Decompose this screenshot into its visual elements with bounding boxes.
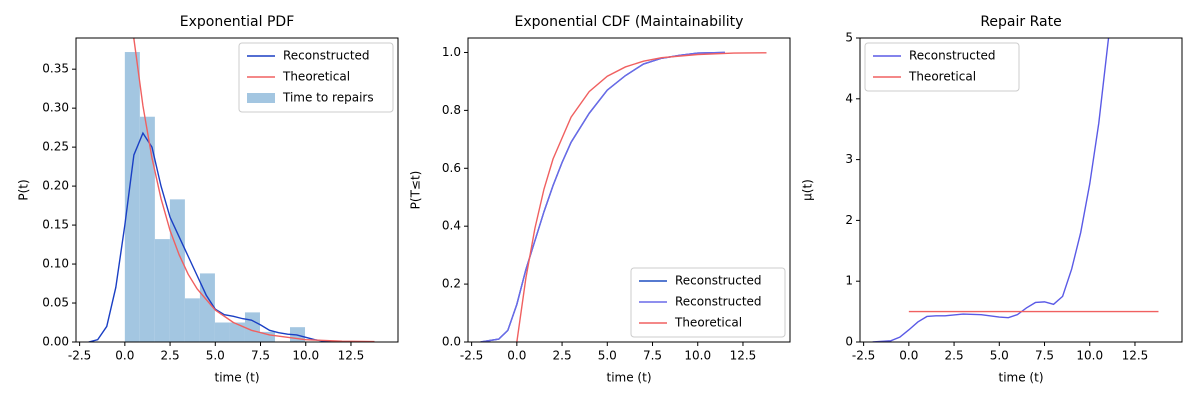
legend: Reconstructed Theoretical Time to repairs <box>238 42 394 113</box>
hist-bar <box>259 331 275 342</box>
panel: Exponential PDF time (t) P(t) -2.5 0.0 2.5 5.0… <box>17 14 399 385</box>
y-tick-label: 0.4 <box>442 219 461 233</box>
x-tick-label: 0.0 <box>115 349 134 363</box>
x-tick-label: 7.5 <box>1035 349 1054 363</box>
panel: Exponential CDF (Maintainability time (t)… <box>409 14 791 385</box>
hist-bar <box>139 116 155 342</box>
legend: Reconstructed Reconstructed Theoretical <box>630 267 786 338</box>
plot-area <box>88 38 375 342</box>
y-tick-label: 0.10 <box>42 257 69 271</box>
y-tick-label: 0.0 <box>442 335 461 349</box>
x-tick-label: 5.0 <box>206 349 225 363</box>
x-tick-label: 7.5 <box>643 349 662 363</box>
y-tick-label: 0.00 <box>42 335 69 349</box>
y-tick-label: 4 <box>845 91 853 105</box>
y-tick-label: 0.30 <box>42 101 69 115</box>
y-tick-label: 0.20 <box>42 179 69 193</box>
hist-bar <box>214 322 230 342</box>
y-tick-label: 5 <box>845 31 853 45</box>
line <box>133 38 375 342</box>
axes-frame <box>75 37 399 343</box>
x-axis-label: time (t) <box>999 371 1044 385</box>
x-tick-label: 12.5 <box>1122 349 1149 363</box>
x-tick-label: 10.0 <box>1076 349 1103 363</box>
y-axis-label: P(T≤t) <box>409 171 423 210</box>
hist-bar <box>169 199 185 342</box>
plot-area <box>480 51 767 342</box>
legend-label: Theoretical <box>674 316 742 330</box>
line <box>872 38 1110 342</box>
y-tick-label: 0.2 <box>442 277 461 291</box>
legend-patch <box>247 93 275 103</box>
axes-frame <box>467 37 791 343</box>
panel: Repair Rate time (t) μ(t) -2.5 0.0 2.5 5.0 7.5 1… <box>801 14 1183 385</box>
legend-label: Reconstructed <box>909 49 996 63</box>
plot-area <box>872 38 1159 342</box>
y-axis-label: μ(t) <box>801 179 815 201</box>
x-tick-label: 2.5 <box>945 349 964 363</box>
x-tick-label: 2.5 <box>161 349 180 363</box>
x-tick-label: 7.5 <box>251 349 270 363</box>
legend-label: Reconstructed <box>675 274 762 288</box>
chart-title: Exponential PDF <box>180 14 295 30</box>
legend-box <box>238 42 394 113</box>
x-tick-label: 10.0 <box>684 349 711 363</box>
y-tick-label: 1.0 <box>442 45 461 59</box>
line <box>88 131 333 342</box>
x-tick-label: 0.0 <box>507 349 526 363</box>
x-tick-label: 12.5 <box>338 349 365 363</box>
x-tick-label: -2.5 <box>68 349 91 363</box>
x-tick-label: 0.0 <box>899 349 918 363</box>
x-tick-label: 5.0 <box>598 349 617 363</box>
y-tick-label: 0 <box>845 335 853 349</box>
hist-bar <box>154 239 170 342</box>
hist-bar <box>244 312 260 342</box>
legend-box <box>864 42 1020 92</box>
hist-bar <box>229 322 245 342</box>
legend-box <box>630 267 786 338</box>
y-tick-label: 3 <box>845 152 853 166</box>
line <box>516 52 767 342</box>
legend-label: Reconstructed <box>283 49 370 63</box>
legend-label: Time to repairs <box>282 91 374 105</box>
y-tick-label: 0.15 <box>42 218 69 232</box>
y-tick-label: 0.05 <box>42 296 69 310</box>
hist-bar <box>184 298 200 342</box>
x-tick-label: -2.5 <box>460 349 483 363</box>
axes-frame <box>859 37 1183 343</box>
x-tick-label: 5.0 <box>990 349 1009 363</box>
legend-label: Theoretical <box>282 70 350 84</box>
y-tick-label: 1 <box>845 274 853 288</box>
x-tick-label: 2.5 <box>553 349 572 363</box>
legend-label: Theoretical <box>908 70 976 84</box>
hist-bar <box>124 52 140 342</box>
y-tick-label: 0.25 <box>42 140 69 154</box>
legend-label: Reconstructed <box>675 295 762 309</box>
y-axis-label: P(t) <box>17 179 31 200</box>
legend: Reconstructed Theoretical <box>864 42 1020 92</box>
x-tick-label: 10.0 <box>292 349 319 363</box>
y-tick-label: 0.8 <box>442 103 461 117</box>
y-tick-label: 0.6 <box>442 161 461 175</box>
chart-title: Repair Rate <box>980 14 1061 30</box>
x-axis-label: time (t) <box>607 371 652 385</box>
x-axis-label: time (t) <box>215 371 260 385</box>
x-tick-label: 12.5 <box>730 349 757 363</box>
chart-title: Exponential CDF (Maintainability <box>515 14 744 30</box>
y-tick-label: 0.35 <box>42 62 69 76</box>
y-tick-label: 2 <box>845 213 853 227</box>
x-tick-label: -2.5 <box>852 349 875 363</box>
